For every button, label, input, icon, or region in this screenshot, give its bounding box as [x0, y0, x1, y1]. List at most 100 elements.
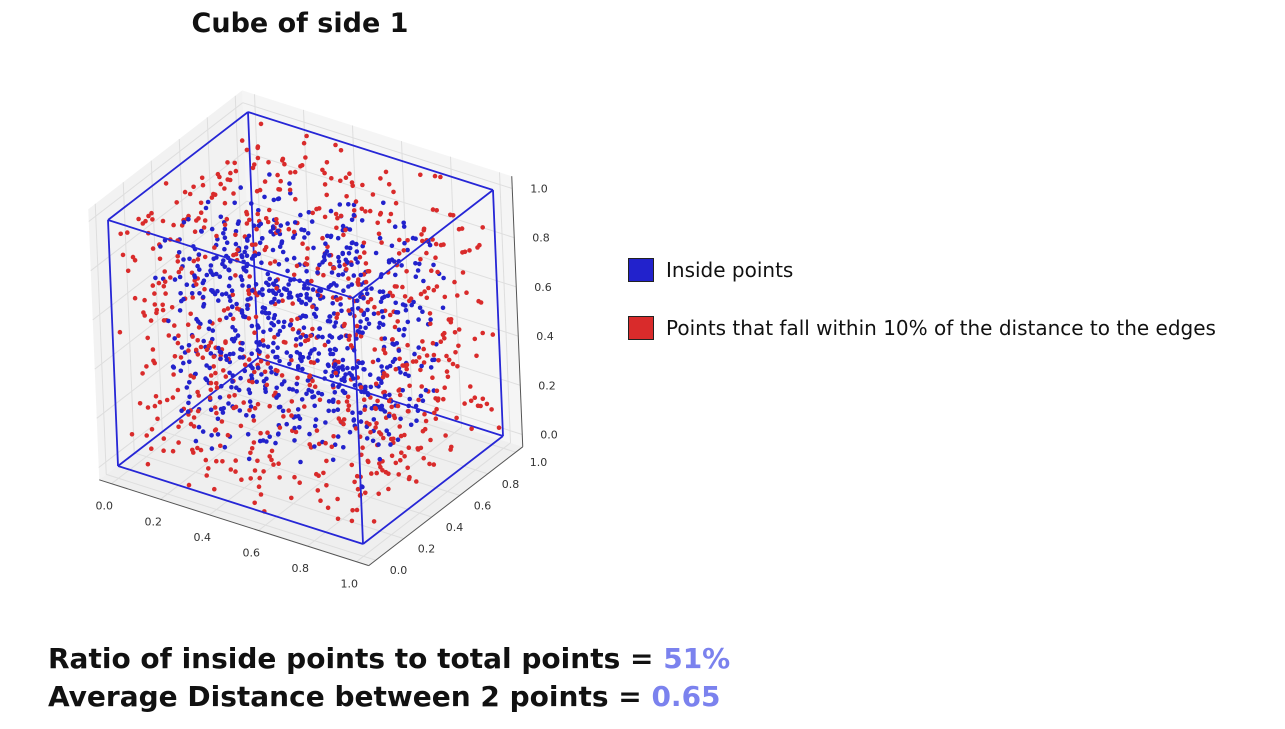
- edge-point: [345, 394, 351, 400]
- edge-point: [324, 483, 329, 488]
- edge-point: [392, 284, 398, 289]
- inside-point: [249, 351, 254, 357]
- inside-point: [394, 341, 400, 346]
- edge-point: [367, 422, 372, 427]
- edge-point: [252, 405, 258, 411]
- inside-point: [236, 219, 241, 224]
- x-axis-line: [99, 479, 369, 567]
- inside-point: [209, 433, 214, 438]
- edge-point: [288, 170, 293, 175]
- edge-point: [357, 254, 363, 260]
- inside-point: [336, 259, 342, 264]
- inside-point: [326, 399, 332, 404]
- edge-point: [431, 462, 437, 467]
- edge-point: [144, 364, 149, 369]
- inside-point: [405, 319, 411, 325]
- edge-point: [419, 232, 424, 237]
- edge-point: [368, 430, 373, 435]
- inside-point: [307, 297, 313, 303]
- inside-point: [299, 397, 305, 402]
- inside-point: [260, 236, 265, 241]
- inside-point: [201, 304, 206, 309]
- inside-point: [431, 262, 436, 268]
- inside-point: [421, 278, 426, 284]
- inside-point: [298, 335, 303, 340]
- edge-point: [450, 213, 456, 218]
- inside-point: [226, 267, 232, 273]
- edge-point: [472, 336, 478, 342]
- inside-point: [355, 260, 360, 265]
- edge-point: [194, 282, 199, 287]
- edge-point: [358, 385, 364, 390]
- edge-point: [310, 378, 315, 384]
- legend-swatch-edge: [628, 316, 654, 340]
- inside-point: [318, 288, 324, 294]
- inside-point: [153, 275, 158, 281]
- edge-point: [244, 211, 250, 217]
- edge-point: [268, 261, 273, 266]
- edge-point: [202, 286, 207, 292]
- edge-point: [175, 253, 180, 259]
- inside-point: [288, 354, 294, 359]
- inside-point: [406, 373, 411, 379]
- inside-point: [380, 322, 386, 328]
- edge-point: [341, 232, 346, 238]
- cube-edge: [247, 111, 494, 191]
- inside-point: [349, 240, 355, 246]
- edge-point: [315, 488, 321, 493]
- inside-point: [376, 442, 381, 447]
- edge-point: [303, 338, 308, 344]
- edge-point: [346, 276, 351, 281]
- inside-point: [208, 351, 214, 356]
- inside-point: [382, 393, 388, 399]
- edge-point: [199, 175, 205, 181]
- edge-point: [191, 184, 196, 190]
- edge-point: [304, 133, 309, 139]
- inside-point: [295, 293, 301, 299]
- inside-point: [335, 235, 341, 241]
- inside-point: [215, 288, 220, 294]
- edge-point: [399, 450, 404, 456]
- inside-point: [314, 306, 319, 312]
- edge-point: [145, 405, 151, 410]
- edge-point: [478, 403, 483, 409]
- edge-point: [315, 266, 321, 271]
- edge-point: [444, 369, 450, 374]
- edge-point: [420, 339, 425, 344]
- inside-point: [299, 358, 304, 364]
- edge-point: [140, 371, 145, 376]
- edge-point: [228, 467, 234, 472]
- inside-point: [378, 406, 384, 412]
- inside-point: [274, 395, 279, 400]
- edge-point: [356, 277, 361, 282]
- inside-point: [332, 390, 338, 395]
- inside-point: [241, 313, 246, 319]
- edge-point: [478, 300, 484, 305]
- edge-point: [233, 232, 238, 238]
- edge-point: [442, 385, 448, 391]
- grid-line: [92, 200, 248, 321]
- scatter-plot-3d: 0.0 0.2 0.4 0.6 0.8 1.0 0.0 0.2 0.4 0.6 0.8 1.0 0.0 0…: [88, 90, 558, 591]
- edge-point: [474, 353, 479, 359]
- edge-point: [222, 186, 227, 191]
- inside-point: [277, 244, 283, 249]
- inside-point: [255, 323, 260, 328]
- inside-point: [287, 181, 292, 186]
- inside-point: [275, 196, 281, 202]
- inside-point: [351, 376, 356, 381]
- edge-point: [413, 359, 419, 364]
- inside-point: [392, 259, 397, 264]
- edge-point: [406, 476, 412, 482]
- inside-point: [270, 288, 275, 294]
- edge-point: [406, 445, 412, 451]
- edge-point: [195, 257, 201, 262]
- edge-point: [157, 256, 163, 262]
- edge-point: [443, 433, 448, 438]
- edge-point: [490, 332, 496, 337]
- inside-point: [380, 289, 386, 295]
- x-tick-label: 1.0: [341, 578, 359, 591]
- inside-point: [227, 351, 233, 357]
- inside-point: [412, 351, 417, 357]
- inside-point: [432, 357, 437, 363]
- edge-point: [309, 278, 314, 284]
